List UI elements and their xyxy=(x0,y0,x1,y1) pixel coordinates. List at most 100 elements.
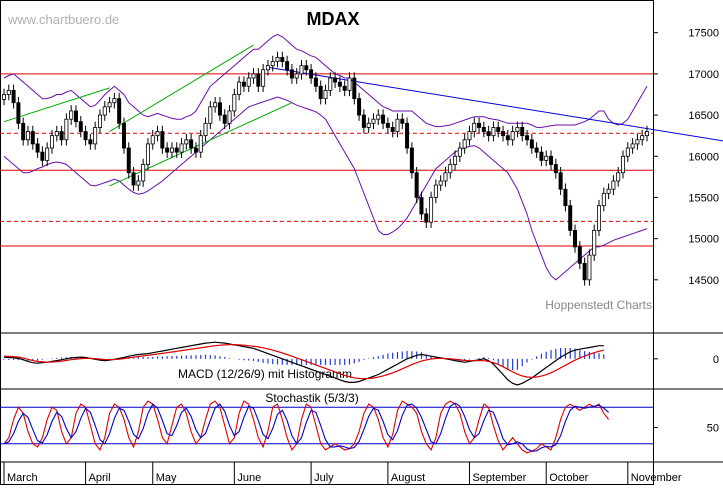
candle-body xyxy=(136,180,141,186)
candle-body xyxy=(630,143,635,149)
candle-body xyxy=(592,229,597,256)
candle-body xyxy=(371,118,376,124)
candle-body xyxy=(491,127,496,137)
candle-body xyxy=(515,127,520,132)
candle-body xyxy=(486,131,491,137)
candle-body xyxy=(534,147,539,153)
candle-body xyxy=(213,102,218,108)
macd-line xyxy=(3,341,604,386)
candle-body xyxy=(529,139,534,149)
candle-body xyxy=(328,77,333,91)
month-label: April xyxy=(89,472,111,484)
candle-body xyxy=(510,131,515,141)
candle-body xyxy=(385,122,390,128)
candle-body xyxy=(376,114,381,120)
month-label: July xyxy=(314,472,334,484)
month-label: October xyxy=(549,472,588,484)
candle-body xyxy=(616,172,621,182)
candle-body xyxy=(285,61,290,71)
candle-body xyxy=(141,164,146,182)
bollinger-upper-band xyxy=(3,33,648,128)
candle-body xyxy=(30,131,35,145)
candle-body xyxy=(59,131,64,141)
macd-zero-tick: 0 xyxy=(713,354,719,366)
candle-body xyxy=(241,81,246,87)
candle-body xyxy=(112,98,117,104)
month-label: August xyxy=(391,472,425,484)
candle-body xyxy=(520,127,525,137)
candle-body xyxy=(73,110,78,123)
candle-body xyxy=(597,205,602,231)
stoch-k-line xyxy=(3,400,610,454)
candle-body xyxy=(25,131,30,141)
candle-body xyxy=(83,131,88,141)
stoch-tick-label: 50 xyxy=(707,423,719,435)
candle-body xyxy=(217,102,222,116)
bollinger-lower-band xyxy=(3,96,648,281)
candle-body xyxy=(573,229,578,248)
stoch-label: Stochastik (5/3/3) xyxy=(265,391,358,405)
price-tick-label: 16500 xyxy=(688,110,719,122)
candle-body xyxy=(477,122,482,128)
candle-body xyxy=(6,89,11,95)
candle-body xyxy=(501,131,506,137)
candle-body xyxy=(457,147,462,157)
candle-body xyxy=(251,73,256,79)
candle-body xyxy=(198,135,203,153)
candle-body xyxy=(361,114,366,128)
candle-body xyxy=(11,89,16,104)
candle-body xyxy=(366,122,371,128)
candle-body xyxy=(625,147,630,157)
blue-downtrend-line xyxy=(267,66,723,142)
candle-body xyxy=(453,155,458,165)
candle-body xyxy=(611,180,616,190)
candle-body xyxy=(539,151,544,161)
candle-body xyxy=(78,121,83,132)
price-tick-label: 14500 xyxy=(688,275,719,287)
candle-body xyxy=(145,143,150,165)
candle-body xyxy=(582,262,587,281)
candle-body xyxy=(160,131,165,149)
candle-body xyxy=(193,147,198,153)
candle-body xyxy=(640,135,645,141)
candle-body xyxy=(280,57,285,62)
candle-body xyxy=(405,122,410,149)
price-tick-label: 15000 xyxy=(688,234,719,246)
candle-body xyxy=(414,172,419,198)
candle-body xyxy=(261,69,266,87)
candle-body xyxy=(645,131,650,137)
candle-body xyxy=(424,213,429,223)
candle-body xyxy=(16,102,21,124)
candle-body xyxy=(150,135,155,145)
candle-body xyxy=(563,188,568,207)
candle-body xyxy=(606,188,611,194)
candle-body xyxy=(400,118,405,124)
candle-body xyxy=(227,110,232,124)
candle-body xyxy=(64,118,69,141)
green-channel-upper-line xyxy=(109,44,254,132)
candle-body xyxy=(289,69,294,79)
candle-body xyxy=(45,147,50,161)
candle-body xyxy=(352,77,357,100)
candle-body xyxy=(35,143,40,153)
candle-body xyxy=(309,69,314,79)
candle-body xyxy=(126,147,131,174)
candle-body xyxy=(117,98,122,124)
candle-body xyxy=(131,172,136,186)
candle-body xyxy=(357,98,362,116)
candle-body xyxy=(347,77,352,91)
candle-body xyxy=(49,135,54,149)
candle-body xyxy=(342,85,347,91)
candle-body xyxy=(448,164,453,174)
candle-body xyxy=(467,131,472,141)
candle-body xyxy=(256,73,261,87)
candle-body xyxy=(419,197,424,215)
candle-body xyxy=(429,197,434,223)
candle-body xyxy=(462,139,467,149)
candle-body xyxy=(443,172,448,182)
candle-body xyxy=(265,65,270,71)
candle-body xyxy=(601,192,606,207)
candle-body xyxy=(270,61,275,67)
